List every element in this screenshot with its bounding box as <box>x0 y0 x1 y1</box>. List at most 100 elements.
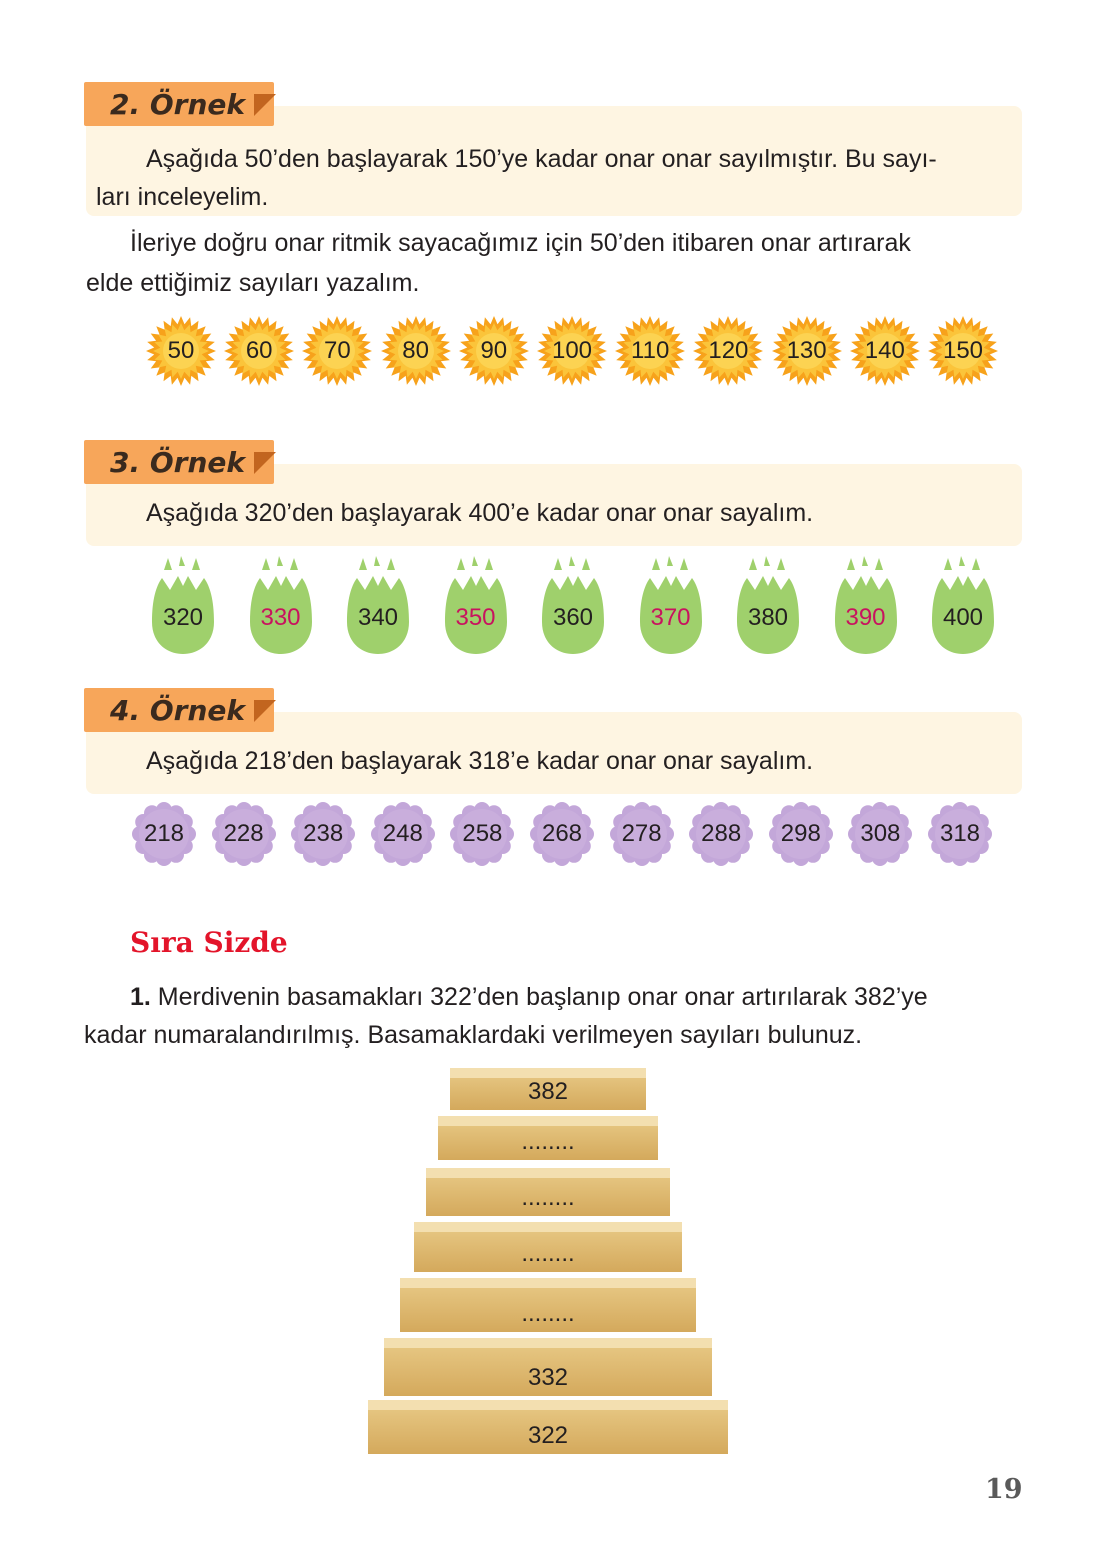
orange-flower: 90 <box>458 316 529 386</box>
tag-fold-icon <box>254 452 276 474</box>
stair-step: ........ <box>400 1278 696 1332</box>
purple-flower-icon <box>609 802 674 866</box>
purple-flower-number: 248 <box>382 820 423 847</box>
orange-flower: 80 <box>380 316 451 386</box>
purple-flower: 268 <box>530 802 594 866</box>
question-number: 1. <box>130 983 151 1011</box>
example2-text-line2: ları inceleyelim. <box>96 183 269 211</box>
example2-label: 2. Örnek <box>110 88 246 121</box>
stair-step-value: 322 <box>527 1422 569 1449</box>
flower-number: 80 <box>402 337 429 364</box>
flower-icon <box>693 316 764 386</box>
purple-flower-number: 318 <box>939 820 981 847</box>
stair-step: 332 <box>384 1338 712 1396</box>
example2-text-line1: Aşağıda 50’den başlayarak 150’ye kadar o… <box>146 145 937 173</box>
purple-flower: 308 <box>848 802 913 866</box>
egg-number: 330 <box>260 604 301 631</box>
question-line2: kadar numaralandırılmış. Basamaklardaki … <box>84 1021 863 1049</box>
purple-flower-icon <box>370 802 435 866</box>
purple-flower: 278 <box>609 802 674 866</box>
flower-number: 140 <box>864 337 905 364</box>
stair-step-edge <box>414 1222 682 1232</box>
egg-icon <box>347 556 409 654</box>
purple-flower: 258 <box>450 802 515 866</box>
egg-number: 360 <box>552 604 594 631</box>
example3-label: 3. Örnek <box>110 446 246 479</box>
flower-number: 50 <box>167 337 195 364</box>
purple-flower-number: 268 <box>541 820 583 847</box>
stair-step-edge <box>450 1068 646 1078</box>
egg-number: 350 <box>455 604 496 631</box>
stair-step: ........ <box>426 1168 670 1216</box>
stair-step-edge <box>384 1338 712 1348</box>
stair-step: 322 <box>368 1400 728 1454</box>
purple-flower: 318 <box>928 802 992 866</box>
egg-icon <box>834 556 897 654</box>
example4-text: Aşağıda 218’den başlayarak 318’e kadar o… <box>146 747 814 775</box>
page-number: 19 <box>985 1474 1023 1505</box>
egg-icon <box>542 556 604 654</box>
stair-step-edge <box>368 1400 728 1410</box>
orange-flower: 140 <box>849 316 920 386</box>
flower-number: 150 <box>942 337 984 364</box>
egg-shape: 360 <box>538 556 608 656</box>
egg-icon <box>932 556 994 654</box>
flower-icon <box>928 316 998 386</box>
flower-number: 70 <box>324 337 351 364</box>
egg-shape: 340 <box>343 556 413 656</box>
tag-fold-icon <box>254 94 276 116</box>
purple-flower-icon <box>291 802 356 866</box>
example3-tag: 3. Örnek <box>84 440 276 484</box>
egg-number: 340 <box>357 604 399 631</box>
example2-para-line2: elde ettiğimiz sayıları yazalım. <box>86 269 420 297</box>
orange-flower: 100 <box>537 316 607 386</box>
flower-icon <box>771 316 842 386</box>
egg-shape: 370 <box>636 556 706 656</box>
purple-flower-number: 258 <box>462 820 503 847</box>
flower-icon <box>849 316 920 386</box>
flower-number: 120 <box>708 337 749 364</box>
example3-text: Aşağıda 320’den başlayarak 400’e kadar o… <box>146 499 814 527</box>
flower-icon <box>146 316 216 386</box>
flower-number: 60 <box>245 337 273 364</box>
stair-step-edge <box>438 1116 658 1126</box>
question-text-1: Merdivenin basamakları 322’den başlanıp … <box>150 983 928 1011</box>
egg-icon <box>737 556 799 654</box>
purple-flower: 228 <box>211 802 276 866</box>
purple-flower-icon <box>132 802 196 866</box>
example2-tag: 2. Örnek <box>84 82 276 126</box>
egg-shape: 350 <box>441 556 511 656</box>
stair-step-edge <box>400 1278 696 1288</box>
flower-number: 110 <box>631 337 670 364</box>
egg-shape: 380 <box>733 556 803 656</box>
egg-shape: 320 <box>148 556 218 656</box>
purple-flower-icon <box>530 802 594 866</box>
purple-flower-number: 238 <box>303 820 344 847</box>
egg-number: 390 <box>845 604 886 631</box>
orange-flower: 50 <box>146 316 216 386</box>
flower-number: 90 <box>480 337 508 364</box>
orange-flower: 110 <box>615 316 686 386</box>
sira-sizde-title: Sıra Sizde <box>130 926 288 959</box>
flower-number: 100 <box>551 337 593 364</box>
stair-step-value: ........ <box>521 1300 575 1327</box>
flower-icon <box>615 316 686 386</box>
egg-number: 400 <box>942 604 984 631</box>
purple-flower-icon <box>211 802 276 866</box>
egg-icon <box>249 556 312 654</box>
example4-tag: 4. Örnek <box>84 688 276 732</box>
egg-number: 380 <box>747 604 789 631</box>
purple-flower-number: 288 <box>701 820 742 847</box>
egg-shape: 390 <box>831 556 901 656</box>
example2-para-line1: İleriye doğru onar ritmik sayacağımız iç… <box>130 229 911 257</box>
stair-step: ........ <box>414 1222 682 1272</box>
flower-icon <box>302 316 373 386</box>
purple-flower-icon <box>450 802 515 866</box>
stair-step: ........ <box>438 1116 658 1160</box>
orange-flower: 120 <box>693 316 764 386</box>
orange-flower: 60 <box>224 316 295 386</box>
stair-step: 382 <box>450 1068 646 1110</box>
purple-flower-icon <box>928 802 992 866</box>
purple-flower: 218 <box>132 802 196 866</box>
egg-number: 320 <box>162 604 204 631</box>
